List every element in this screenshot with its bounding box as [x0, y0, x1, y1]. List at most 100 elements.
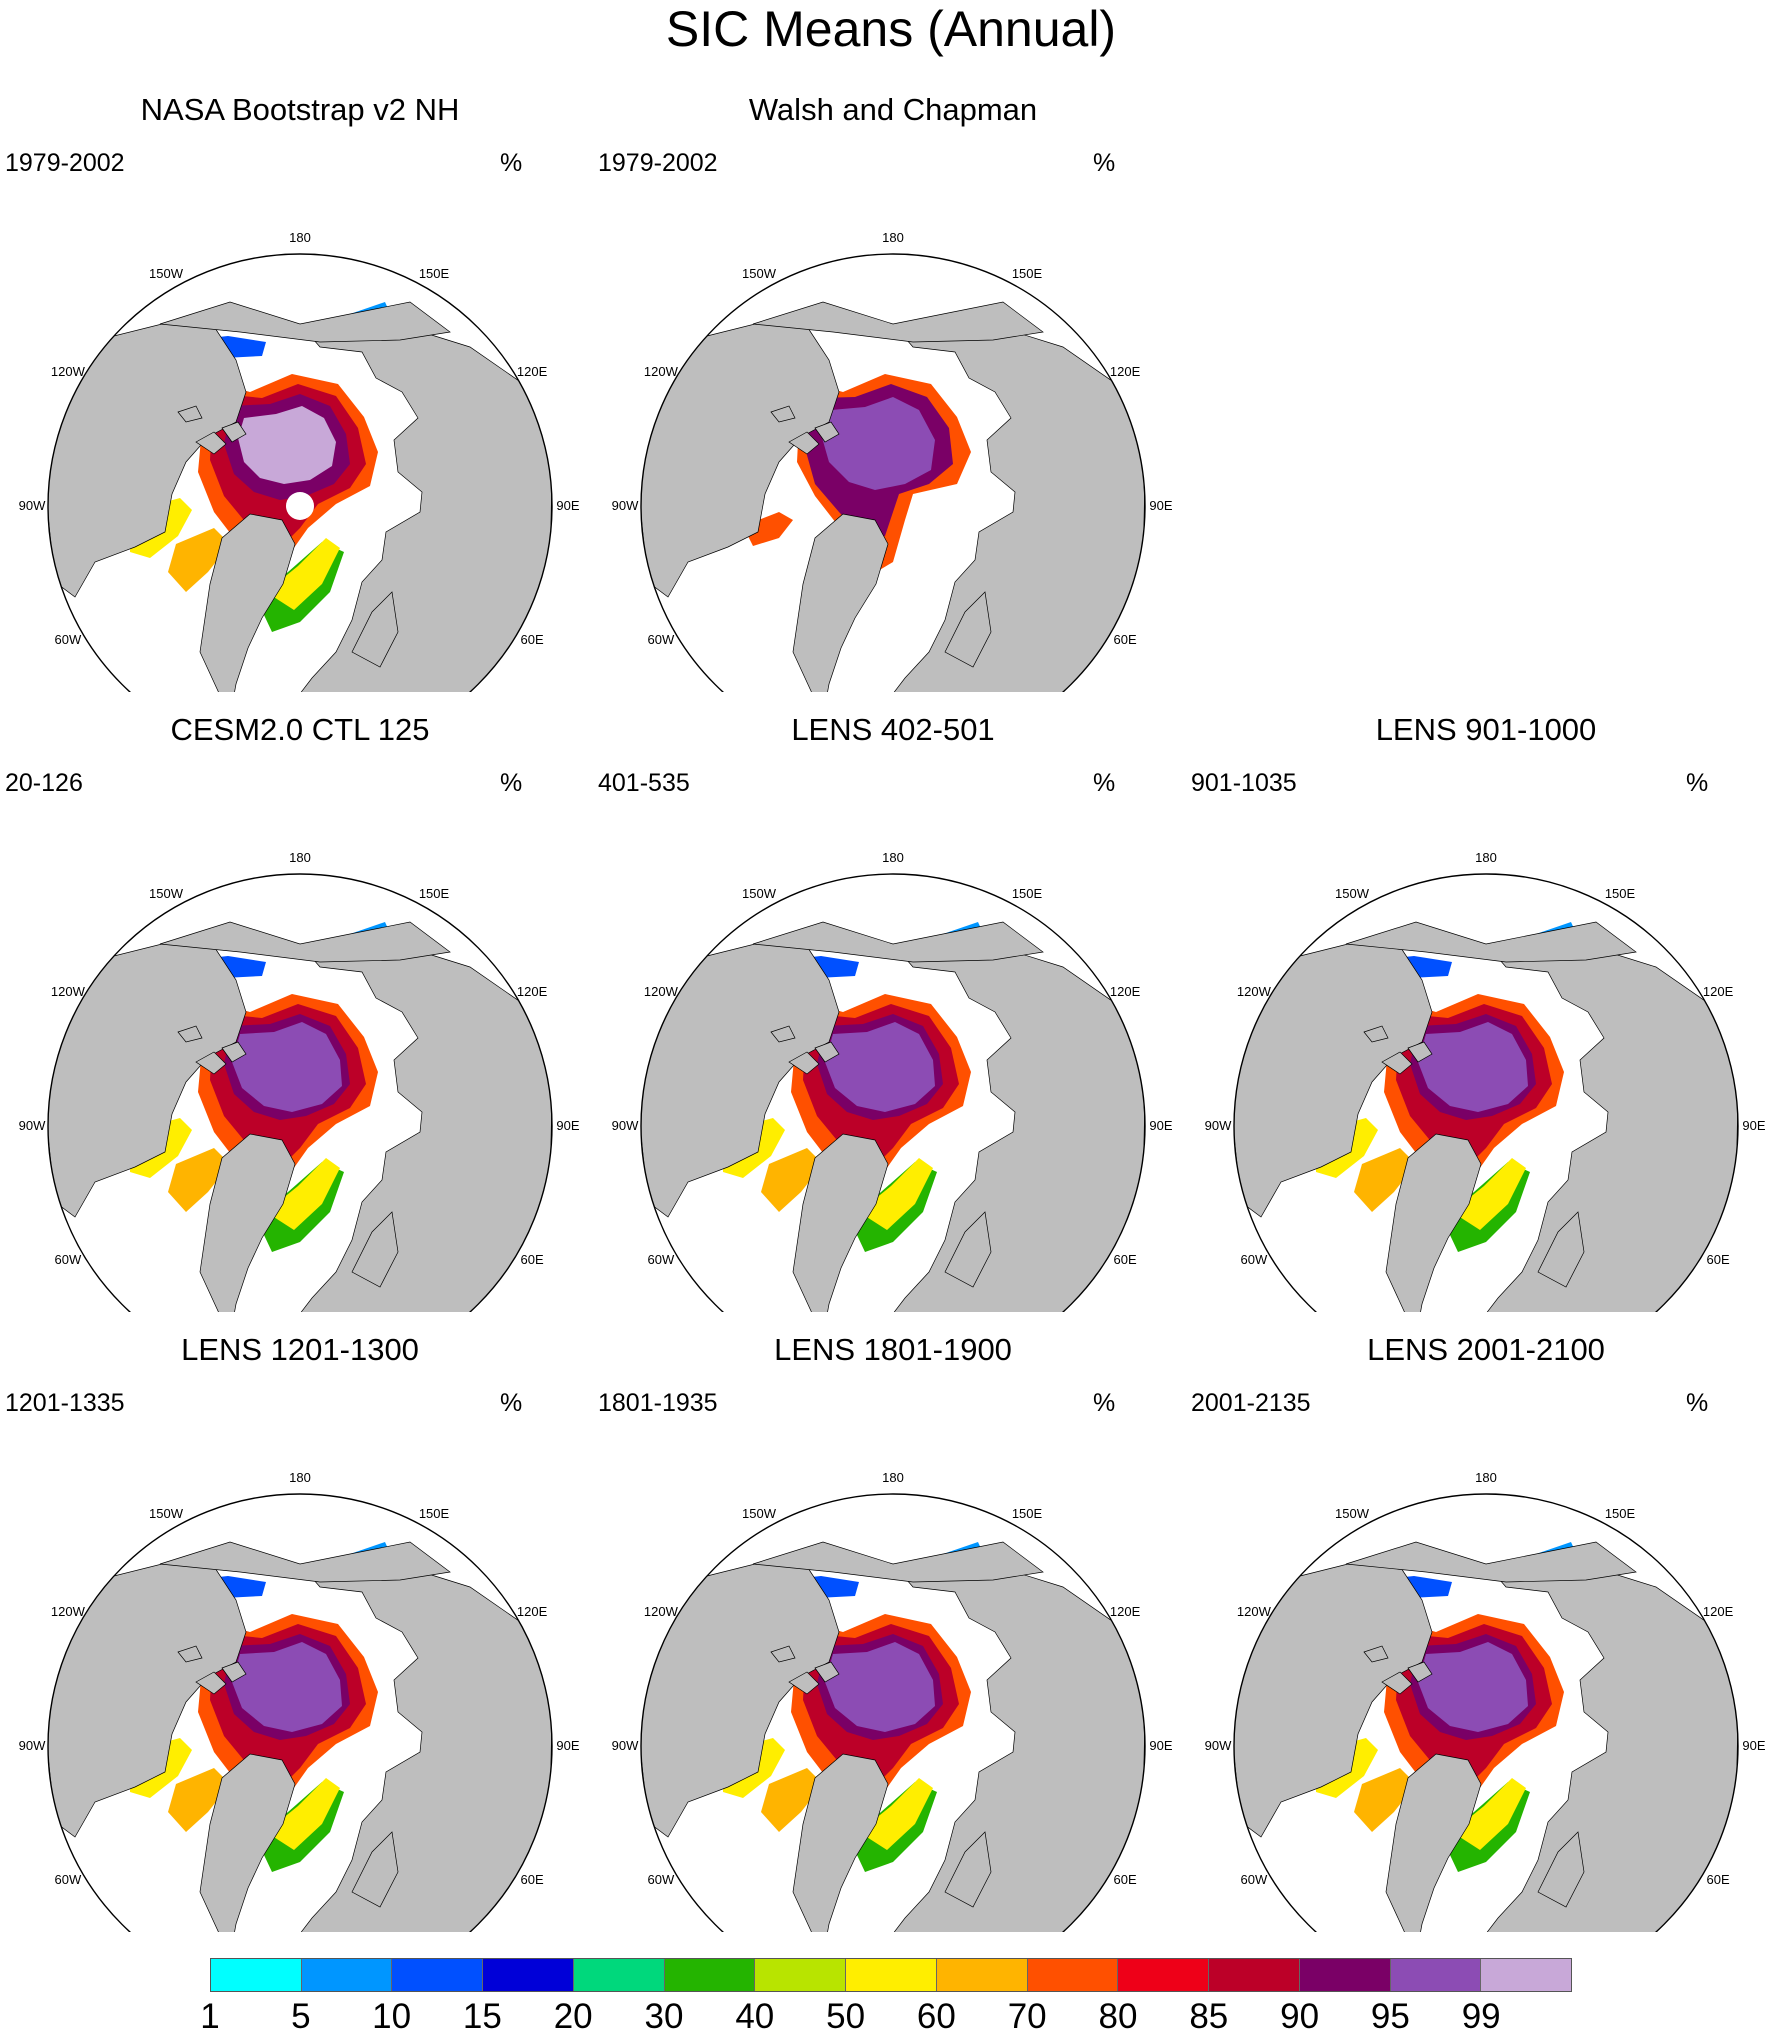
colorbar-swatch-2: [392, 1959, 484, 1991]
land-mask: [641, 1541, 1145, 1932]
landmass-6: [177, 1645, 203, 1663]
longitude-label: 180: [882, 850, 904, 865]
landmass-6: [177, 405, 203, 423]
landmass-3: [159, 301, 451, 343]
longitude-label: 90W: [612, 498, 639, 513]
baffin-ice: [761, 1148, 823, 1212]
panel-unit: %: [1093, 1389, 1116, 1417]
landmass-5: [814, 1661, 840, 1683]
landmass-3: [752, 1541, 1044, 1583]
baffin-ice: [168, 528, 230, 592]
ice-99: [825, 1642, 935, 1732]
longitude-label: 120W: [1237, 1604, 1272, 1619]
map-boundary: [640, 253, 1146, 692]
ice-99: [232, 1022, 342, 1112]
longitude-label: 150W: [149, 1506, 184, 1521]
longitude-label: 60E: [1114, 632, 1137, 647]
panel-unit: %: [1093, 769, 1116, 797]
pole-hole: [286, 492, 314, 520]
landmass-3: [1345, 1541, 1637, 1583]
panel-grid: 180150E120E90E60E30E030W60W90W120W150W NA…: [5, 92, 1766, 1932]
landmass-6: [770, 1645, 796, 1663]
map-panel-lens1801: 180150E120E90E60E30E030W60W90W120W150WLE…: [593, 1332, 1193, 1932]
colorbar-swatch-4: [573, 1959, 665, 1991]
panel-title: NASA Bootstrap v2 NH: [140, 92, 460, 127]
longitude-label: 120E: [517, 984, 548, 999]
landmass-6: [770, 1025, 796, 1043]
longitude-label: 120E: [517, 364, 548, 379]
longitude-label: 60W: [648, 1252, 675, 1267]
longitude-label: 90W: [1205, 1118, 1232, 1133]
longitude-label: 150W: [1335, 1506, 1370, 1521]
longitude-label: 90E: [1742, 1118, 1765, 1133]
colorbar-tick-label: 50: [826, 1997, 866, 2036]
longitude-label: 60E: [521, 632, 544, 647]
colorbar-tick-label: 5: [291, 1997, 311, 2036]
longitude-label: 60W: [55, 1252, 82, 1267]
panel-period: 1979-2002: [598, 149, 718, 177]
colorbar-tick-label: 85: [1189, 1997, 1229, 2036]
baffin-ice: [168, 1768, 230, 1832]
landmass-3: [1345, 921, 1637, 963]
landmass-1: [199, 513, 296, 692]
map-boundary: [1233, 1493, 1739, 1932]
longitude-label: 180: [289, 850, 311, 865]
landmass-4: [788, 431, 820, 455]
fram-strait-ice: [859, 1158, 933, 1230]
fram-strait-ice: [266, 538, 340, 610]
landmass-5: [814, 421, 840, 443]
longitude-label: 180: [882, 230, 904, 245]
colorbar-swatch-8: [936, 1959, 1028, 1991]
longitude-label: 90W: [19, 1118, 46, 1133]
colorbar-tick-label: 30: [644, 1997, 684, 2036]
colorbar-tick-label: 70: [1007, 1997, 1047, 2036]
colorbar-swatch-3: [483, 1959, 574, 1991]
panel-title: Walsh and Chapman: [748, 92, 1038, 127]
map-boundary: [640, 873, 1146, 1312]
panel-period: 1979-2002: [5, 149, 125, 177]
longitude-label: 120E: [517, 1604, 548, 1619]
landmass-7: [1537, 1211, 1585, 1288]
colorbar-tick-label: 80: [1098, 1997, 1138, 2036]
longitude-label: 90W: [612, 1118, 639, 1133]
land-mask: [48, 301, 552, 692]
colorbar-tick-label: 1: [200, 1997, 220, 2036]
fram-strait-ice: [859, 1778, 933, 1850]
longitude-label: 90W: [612, 1738, 639, 1753]
longitude-label: 120W: [644, 364, 679, 379]
longitude-label: 120W: [644, 1604, 679, 1619]
longitude-label: 90W: [19, 1738, 46, 1753]
landmass-3: [752, 921, 1044, 963]
landmass-3: [159, 921, 451, 963]
panel-title: CESM2.0 CTL 125: [170, 712, 430, 747]
landmass-6: [1363, 1025, 1389, 1043]
panel-title: LENS 2001-2100: [1367, 1332, 1605, 1367]
longitude-label: 90E: [1149, 1738, 1172, 1753]
longitude-label: 150W: [1335, 886, 1370, 901]
fram-strait-ice: [1452, 1778, 1526, 1850]
colorbar-tick-label: 40: [735, 1997, 775, 2036]
colorbar-swatch-9: [1027, 1959, 1119, 1991]
longitude-label: 150E: [1605, 886, 1636, 901]
colorbar-tick-label: 20: [553, 1997, 593, 2036]
ice-99: [232, 1642, 342, 1732]
panel-unit: %: [1686, 769, 1709, 797]
longitude-label: 150W: [742, 1506, 777, 1521]
longitude-label: 60E: [521, 1872, 544, 1887]
fram-strait-ice: [1452, 1158, 1526, 1230]
polar-map: 180150E120E90E60E30E030W60W90W120W150W: [19, 1470, 580, 1932]
panel-title: LENS 901-1000: [1375, 712, 1597, 747]
landmass-5: [1407, 1661, 1433, 1683]
longitude-label: 60W: [648, 632, 675, 647]
landmass-7: [351, 1211, 399, 1288]
longitude-label: 120W: [644, 984, 679, 999]
longitude-label: 180: [882, 1470, 904, 1485]
longitude-label: 90W: [1205, 1738, 1232, 1753]
longitude-label: 60E: [1707, 1872, 1730, 1887]
longitude-label: 150E: [419, 886, 450, 901]
panel-period: 2001-2135: [1191, 1389, 1311, 1417]
longitude-label: 150E: [419, 266, 450, 281]
colorbar-swatch-0: [211, 1959, 302, 1991]
longitude-label: 90E: [556, 498, 579, 513]
longitude-label: 60E: [1114, 1872, 1137, 1887]
